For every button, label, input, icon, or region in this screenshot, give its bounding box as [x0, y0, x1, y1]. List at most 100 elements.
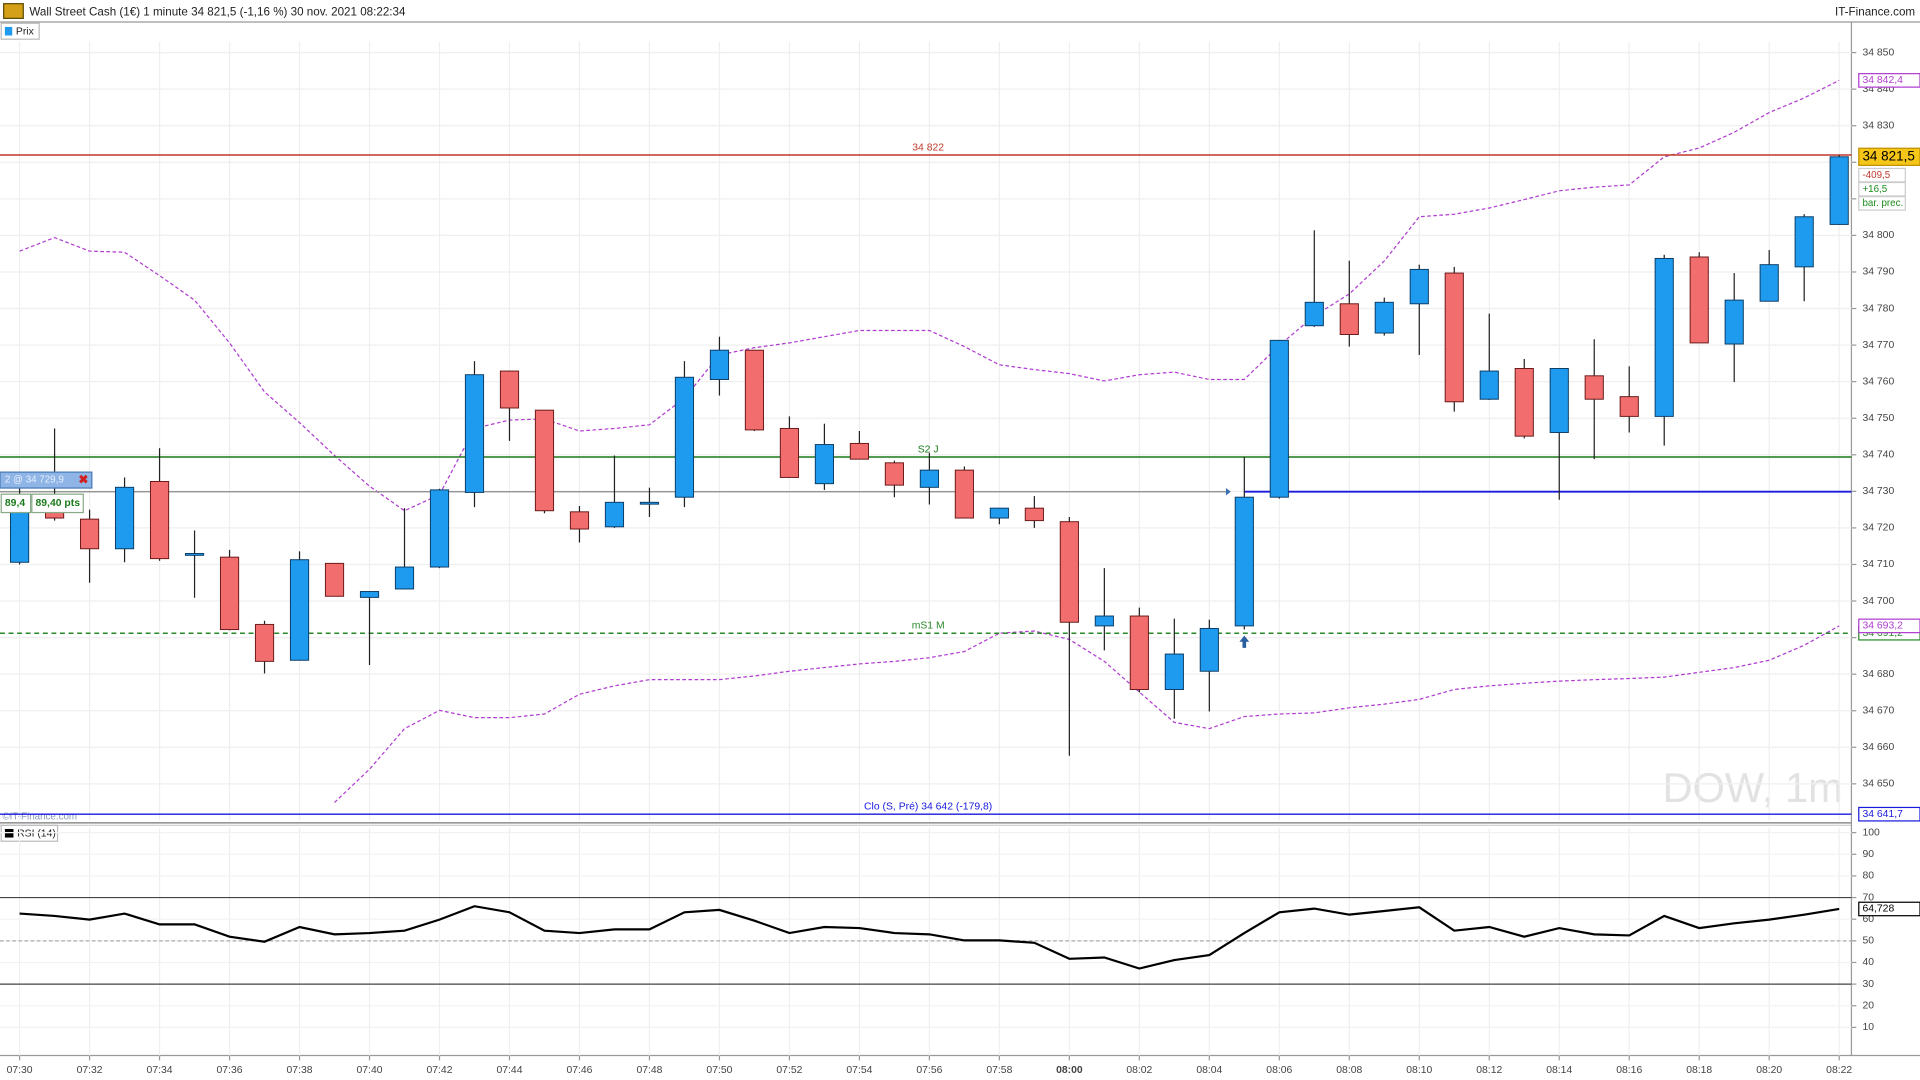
- axis-tag: [1858, 901, 1920, 917]
- y-tick-label: 80: [1862, 871, 1874, 882]
- candle-body: [709, 349, 730, 380]
- candle-body: [954, 469, 974, 519]
- x-tick-label: 08:08: [1336, 1065, 1362, 1076]
- candle-body: [919, 469, 939, 488]
- x-tick-label: 08:04: [1196, 1065, 1222, 1076]
- candle-body: [1724, 299, 1744, 345]
- candle-body: [1094, 615, 1114, 627]
- candle-body: [1234, 496, 1254, 627]
- x-tick-label: 08:14: [1546, 1065, 1572, 1076]
- candle-body: [79, 518, 100, 550]
- y-tick-label: 90: [1862, 849, 1874, 860]
- x-tick-label: 08:18: [1686, 1065, 1712, 1076]
- candle-body: [219, 556, 240, 631]
- candle-body: [359, 591, 380, 598]
- axis-tag: [1858, 147, 1920, 166]
- legend-swatch: [4, 26, 13, 36]
- candle-body: [1654, 257, 1674, 417]
- level-label: mS1 M: [912, 621, 945, 632]
- price-legend[interactable]: Prix: [0, 22, 40, 40]
- y-tick-label: 34 850: [1862, 47, 1894, 58]
- candle-body: [744, 349, 765, 431]
- x-tick-label: 07:38: [287, 1065, 313, 1076]
- header: Wall Street Cash (1€) 1 minute 34 821,5 …: [0, 3, 1920, 23]
- y-tick-label: 34 740: [1862, 450, 1894, 461]
- candle-body: [569, 511, 590, 530]
- candle-body: [464, 374, 485, 493]
- candle-body: [1129, 615, 1149, 691]
- y-tick-label: 34 710: [1862, 559, 1894, 570]
- candle-body: [1584, 375, 1604, 400]
- candle-body: [534, 409, 555, 512]
- y-tick-label: 34 670: [1862, 705, 1894, 716]
- y-tick-label: 40: [1862, 957, 1874, 968]
- y-tick-label: 34 790: [1862, 267, 1894, 278]
- candle-body: [1304, 301, 1324, 327]
- level-label: S2 J: [918, 444, 939, 455]
- candle-body: [1689, 256, 1709, 344]
- y-tick-label: 34 700: [1862, 596, 1894, 607]
- x-tick-label: 07:58: [986, 1065, 1012, 1076]
- candle-body: [1759, 264, 1779, 302]
- candle-body: [849, 442, 869, 460]
- rsi-line: [19, 905, 1840, 970]
- candle-body: [429, 489, 450, 568]
- position-box[interactable]: 2 @ 34 729,9 ✖ 89,4 89,40 pts: [0, 471, 93, 514]
- y-tick-label: 34 800: [1862, 230, 1894, 241]
- candle-body: [10, 511, 30, 563]
- y-tick-label: 34 830: [1862, 120, 1894, 131]
- y-tick-label: 34 750: [1862, 413, 1894, 424]
- legend-label: Prix: [16, 27, 35, 38]
- axis-tag: [1858, 73, 1920, 88]
- candle-body: [1549, 368, 1569, 433]
- candle-body: [814, 444, 834, 485]
- candle-body: [499, 370, 520, 409]
- x-tick-label: 08:00: [1056, 1065, 1083, 1076]
- candle-body: [1829, 156, 1849, 225]
- x-tick-label: 08:22: [1826, 1065, 1852, 1076]
- y-tick-label: 30: [1862, 979, 1874, 990]
- y-tick-label: 34 720: [1862, 523, 1894, 534]
- position-box-head: [0, 471, 93, 489]
- candle-body: [884, 462, 904, 486]
- candle-body: [1269, 339, 1289, 498]
- level-label: Clo (S, Pré) 34 642 (-179,8): [864, 802, 992, 813]
- entry-marker: [1225, 488, 1231, 496]
- x-tick-label: 07:30: [7, 1065, 33, 1076]
- app-icon: [3, 3, 24, 19]
- close-position: ✖: [78, 472, 88, 486]
- position-label: 2 @ 34 729,9: [5, 475, 64, 486]
- y-tick-label: 34 730: [1862, 486, 1894, 497]
- axis-tag-label: 34 821,5: [1862, 148, 1914, 163]
- x-tick-label: 07:42: [426, 1065, 452, 1076]
- x-tick-label: 07:52: [776, 1065, 802, 1076]
- candle-body: [1059, 521, 1079, 623]
- candle-body: [1024, 507, 1044, 522]
- entry-arrow: [1239, 635, 1250, 648]
- candle-body: [1164, 653, 1184, 691]
- axis-tag: [1858, 618, 1920, 634]
- axis-tag-label: 34 641,7: [1862, 809, 1903, 820]
- candle-body: [1409, 268, 1429, 305]
- gain-points: 89,40 pts: [36, 498, 81, 509]
- x-tick-label: 08:02: [1126, 1065, 1152, 1076]
- candle-body: [1794, 216, 1814, 268]
- x-tick-label: 08:10: [1406, 1065, 1432, 1076]
- y-tick-label: 34 780: [1862, 303, 1894, 314]
- axis-tag-label: 34 842,4: [1862, 75, 1903, 86]
- source: IT-Finance.com: [1835, 5, 1915, 18]
- legend-label: RSI (14): [17, 829, 56, 840]
- x-tick-label: 07:56: [916, 1065, 942, 1076]
- x-tick-label: 07:48: [636, 1065, 662, 1076]
- x-tick-label: 08:16: [1616, 1065, 1642, 1076]
- x-tick-label: 07:32: [77, 1065, 103, 1076]
- candle-body: [1444, 272, 1464, 403]
- y-tick-label: 34 760: [1862, 376, 1894, 387]
- axis-tag-label: 34 693,2: [1862, 621, 1903, 632]
- level-label: 34 822: [912, 142, 944, 153]
- x-tick-label: 08:06: [1266, 1065, 1292, 1076]
- x-tick-label: 07:54: [846, 1065, 872, 1076]
- candle-body: [149, 480, 170, 560]
- candle-body: [674, 376, 695, 498]
